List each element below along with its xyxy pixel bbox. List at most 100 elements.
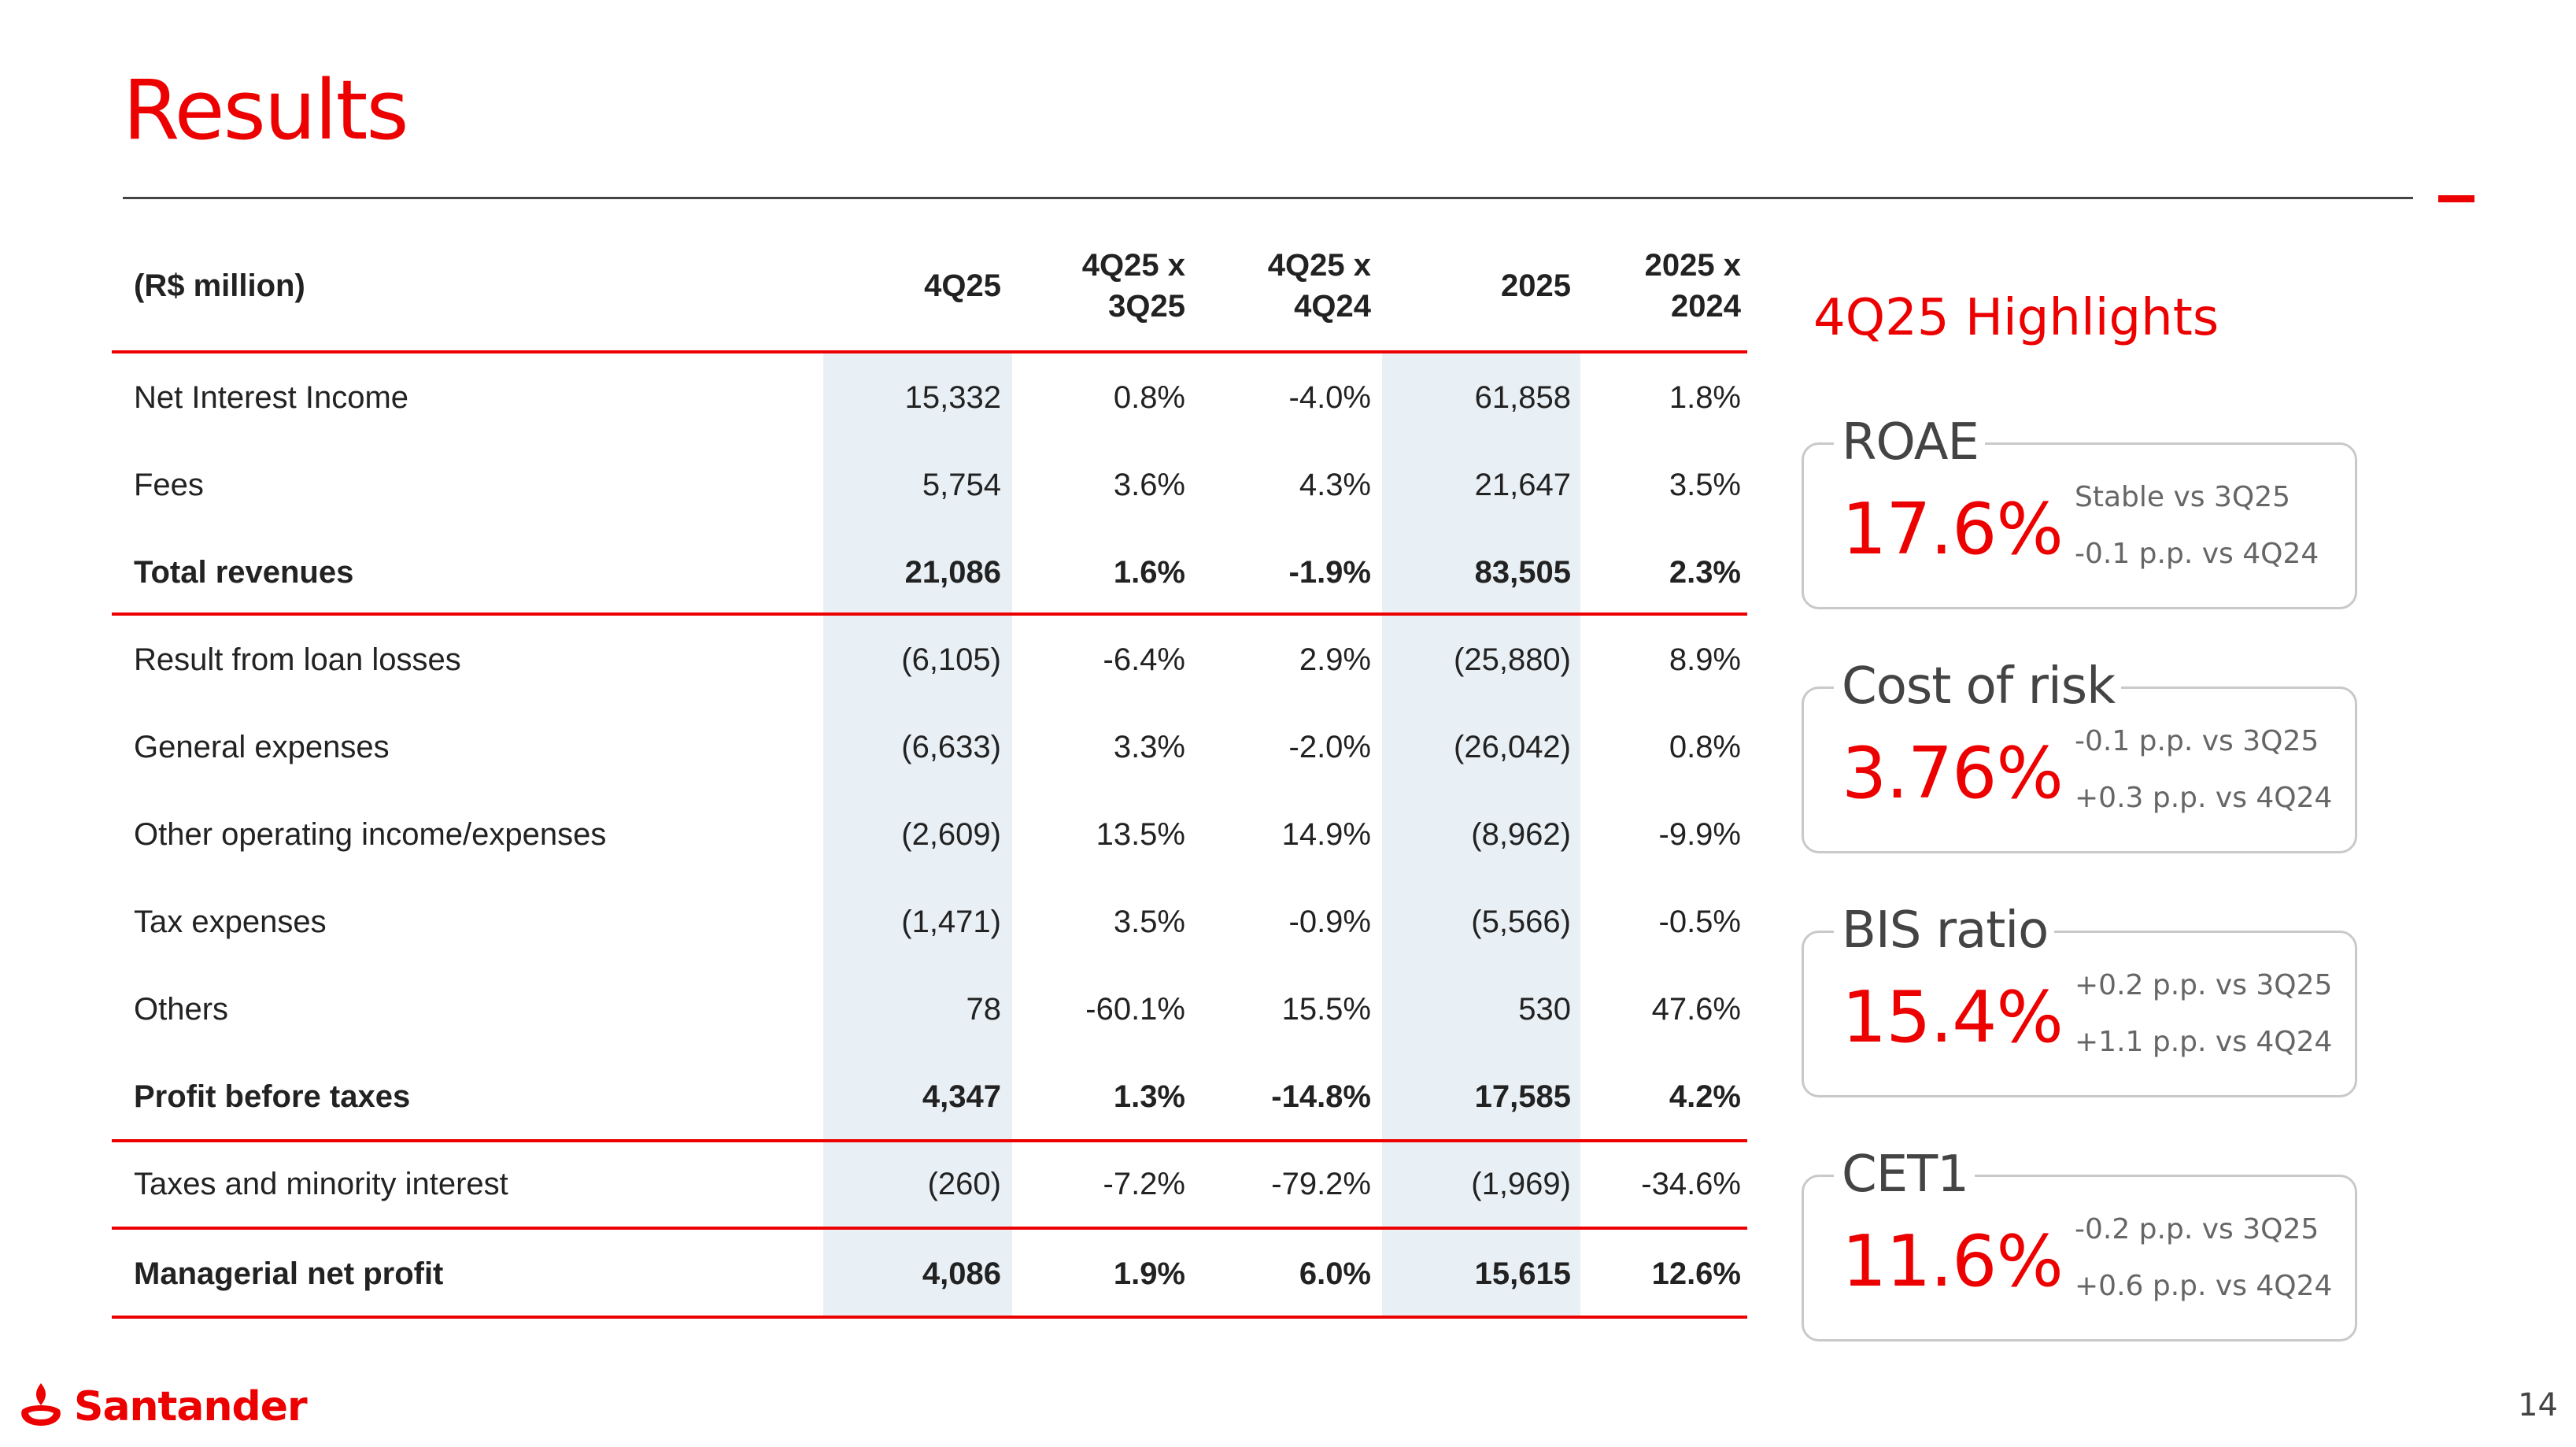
row-label: Others xyxy=(134,991,229,1027)
header-2025: 2025 xyxy=(1501,268,1571,303)
value-4q25-vs-4q24: -14.8% xyxy=(1271,1079,1371,1114)
header-2025-vs-2024: 2025 x 2024 xyxy=(1580,219,1741,353)
row-label: Profit before taxes xyxy=(134,1079,411,1114)
value-2025: 530 xyxy=(1518,991,1571,1027)
table-row: Other operating income/expenses (2,609) … xyxy=(112,795,1747,874)
value-2025-vs-2024: 1.8% xyxy=(1669,379,1741,415)
table-row: Managerial net profit 4,086 1.9% 6.0% 15… xyxy=(112,1234,1747,1313)
row-label: Taxes and minority interest xyxy=(134,1166,508,1201)
card-note: -0.1 p.p. vs 3Q25 xyxy=(2075,725,2319,757)
card-label: CET1 xyxy=(1834,1143,1975,1206)
value-2025-vs-2024: 8.9% xyxy=(1669,642,1741,677)
header-line: 2024 xyxy=(1671,289,1741,324)
value-4q25: 15,332 xyxy=(904,379,1001,415)
value-2025-vs-2024: 0.8% xyxy=(1669,729,1741,764)
title-divider xyxy=(123,197,2413,199)
header-4q25-vs-4q24: 4Q25 x 4Q24 xyxy=(1196,219,1371,353)
header-divider xyxy=(112,350,1747,353)
row-label: Other operating income/expenses xyxy=(134,816,607,852)
section-divider xyxy=(112,1227,1747,1230)
value-4q25: (1,471) xyxy=(901,904,1001,939)
card-value: 3.76% xyxy=(1842,732,2064,815)
row-label: Net Interest Income xyxy=(134,379,409,415)
card-value: 15.4% xyxy=(1842,976,2064,1059)
page-number: 14 xyxy=(2518,1387,2558,1423)
value-2025-vs-2024: 47.6% xyxy=(1651,991,1741,1027)
value-4q25-vs-3q25: -6.4% xyxy=(1103,642,1186,677)
header-4q25: 4Q25 xyxy=(924,268,1001,303)
table-row: Total revenues 21,086 1.6% -1.9% 83,505 … xyxy=(112,533,1747,612)
value-4q25-vs-3q25: 13.5% xyxy=(1096,816,1185,852)
card-value: 11.6% xyxy=(1842,1220,2064,1303)
value-4q25: 4,347 xyxy=(922,1079,1001,1114)
row-label: Managerial net profit xyxy=(134,1256,444,1291)
value-4q25: (6,633) xyxy=(901,729,1001,764)
card-label: Cost of risk xyxy=(1834,655,2122,718)
card-label: ROAE xyxy=(1834,411,1985,474)
card-note: +0.6 p.p. vs 4Q24 xyxy=(2075,1270,2333,1302)
card-note: -0.2 p.p. vs 3Q25 xyxy=(2075,1213,2319,1245)
column-band-4q25 xyxy=(823,352,1012,1319)
page-title: Results xyxy=(123,62,409,158)
row-label: Fees xyxy=(134,467,204,502)
table-row: Taxes and minority interest (260) -7.2% … xyxy=(112,1145,1747,1223)
card-label: BIS ratio xyxy=(1834,899,2055,962)
value-4q25-vs-3q25: 3.5% xyxy=(1113,904,1185,939)
section-divider xyxy=(112,612,1747,616)
value-4q25-vs-4q24: -0.9% xyxy=(1288,904,1372,939)
value-2025: 15,615 xyxy=(1474,1256,1571,1291)
value-4q25-vs-4q24: -79.2% xyxy=(1271,1166,1371,1201)
santander-logo: Santander xyxy=(17,1379,308,1434)
table-row: Tax expenses (1,471) 3.5% -0.9% (5,566) … xyxy=(112,883,1747,961)
value-2025: 83,505 xyxy=(1474,554,1571,590)
highlight-card-roae xyxy=(1802,442,2357,609)
header-line: 3Q25 xyxy=(1108,289,1185,324)
value-2025: 61,858 xyxy=(1474,379,1571,415)
value-2025-vs-2024: 4.2% xyxy=(1669,1079,1741,1114)
value-4q25: 5,754 xyxy=(922,467,1001,502)
value-4q25-vs-4q24: -4.0% xyxy=(1288,379,1372,415)
value-2025: (25,880) xyxy=(1454,642,1571,677)
section-divider xyxy=(112,1139,1747,1142)
value-4q25-vs-3q25: -60.1% xyxy=(1085,991,1185,1027)
value-4q25-vs-3q25: 1.3% xyxy=(1113,1079,1185,1114)
highlights-title: 4Q25 Highlights xyxy=(1813,289,2219,347)
table-row: Net Interest Income 15,332 0.8% -4.0% 61… xyxy=(112,358,1747,437)
table-row: Profit before taxes 4,347 1.3% -14.8% 17… xyxy=(112,1057,1747,1136)
results-table: (R$ million) 4Q25 4Q25 x 3Q25 4Q25 x 4Q24 … xyxy=(112,0,1747,1447)
header-line: 4Q24 xyxy=(1294,289,1371,324)
value-2025-vs-2024: 2.3% xyxy=(1669,554,1741,590)
card-note: Stable vs 3Q25 xyxy=(2075,481,2291,513)
table-bottom-rule xyxy=(112,1316,1747,1319)
row-label: Tax expenses xyxy=(134,904,327,939)
row-label: General expenses xyxy=(134,729,390,764)
brand-name: Santander xyxy=(74,1383,308,1430)
value-2025-vs-2024: -34.6% xyxy=(1641,1166,1741,1201)
column-band-2025 xyxy=(1382,352,1580,1319)
value-4q25-vs-3q25: 1.6% xyxy=(1113,554,1185,590)
value-2025-vs-2024: 3.5% xyxy=(1669,467,1741,502)
value-4q25-vs-4q24: -2.0% xyxy=(1288,729,1372,764)
value-2025-vs-2024: -0.5% xyxy=(1658,904,1742,939)
value-4q25-vs-3q25: 0.8% xyxy=(1113,379,1185,415)
value-4q25-vs-4q24: -1.9% xyxy=(1288,554,1372,590)
header-4q25-vs-3q25: 4Q25 x 3Q25 xyxy=(1012,219,1185,353)
table-row: Others 78 -60.1% 15.5% 530 47.6% xyxy=(112,970,1747,1049)
value-2025-vs-2024: -9.9% xyxy=(1658,816,1742,852)
row-label: Result from loan losses xyxy=(134,642,461,677)
value-4q25-vs-4q24: 15.5% xyxy=(1281,991,1371,1027)
value-4q25: (6,105) xyxy=(901,642,1001,677)
value-2025-vs-2024: 12.6% xyxy=(1651,1256,1741,1291)
header-line: 4Q25 x xyxy=(1081,248,1185,283)
value-4q25: 78 xyxy=(966,991,1002,1027)
value-4q25-vs-3q25: 1.9% xyxy=(1113,1256,1185,1291)
value-4q25: (2,609) xyxy=(901,816,1001,852)
santander-flame-icon xyxy=(17,1380,65,1434)
value-2025: 21,647 xyxy=(1474,467,1571,502)
value-4q25-vs-4q24: 4.3% xyxy=(1299,467,1371,502)
header-line: 4Q25 x xyxy=(1267,248,1371,283)
card-note: +0.2 p.p. vs 3Q25 xyxy=(2075,969,2333,1001)
value-4q25-vs-3q25: 3.6% xyxy=(1113,467,1185,502)
highlight-card-cet1 xyxy=(1802,1175,2357,1342)
value-2025: 17,585 xyxy=(1474,1079,1571,1114)
